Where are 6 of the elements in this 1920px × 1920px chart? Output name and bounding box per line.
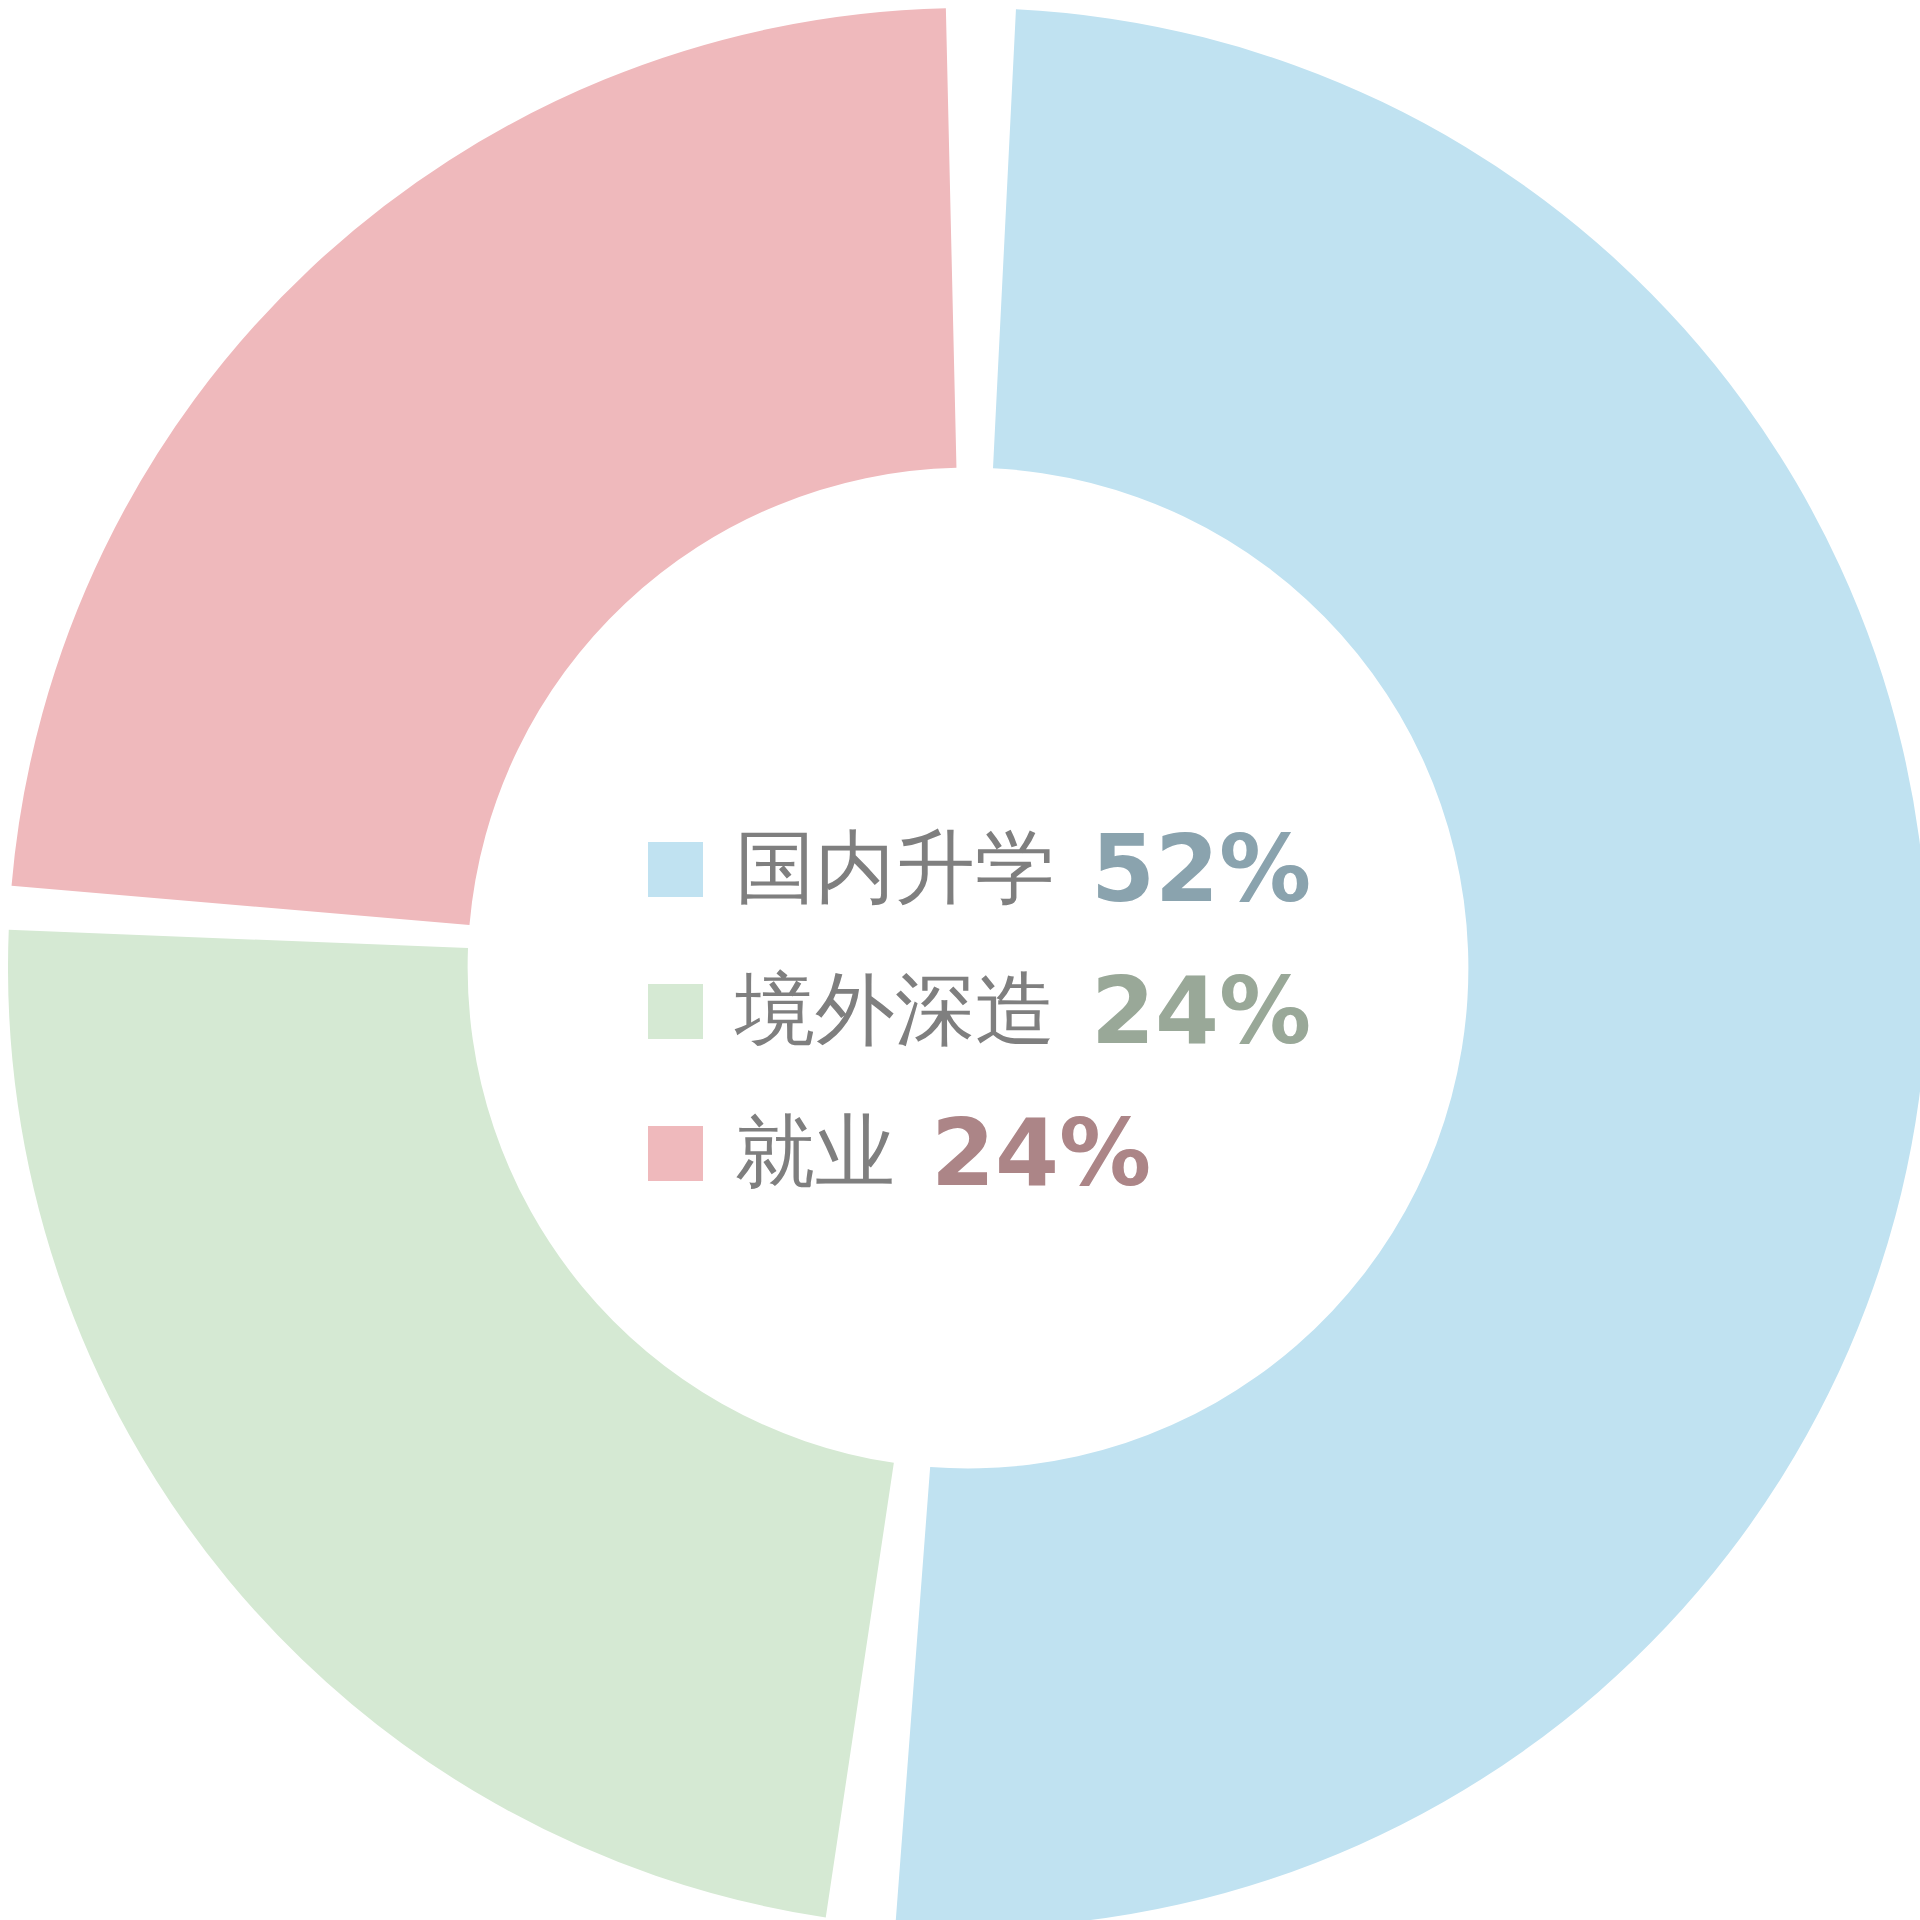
legend-label: 境外深造	[735, 962, 1055, 1058]
legend-label: 国内升学	[735, 820, 1055, 916]
data-label: 52%	[1091, 815, 1312, 923]
data-label: 24%	[931, 1099, 1152, 1207]
data-label: 24%	[1091, 957, 1312, 1065]
legend-label: 就业	[735, 1104, 895, 1200]
